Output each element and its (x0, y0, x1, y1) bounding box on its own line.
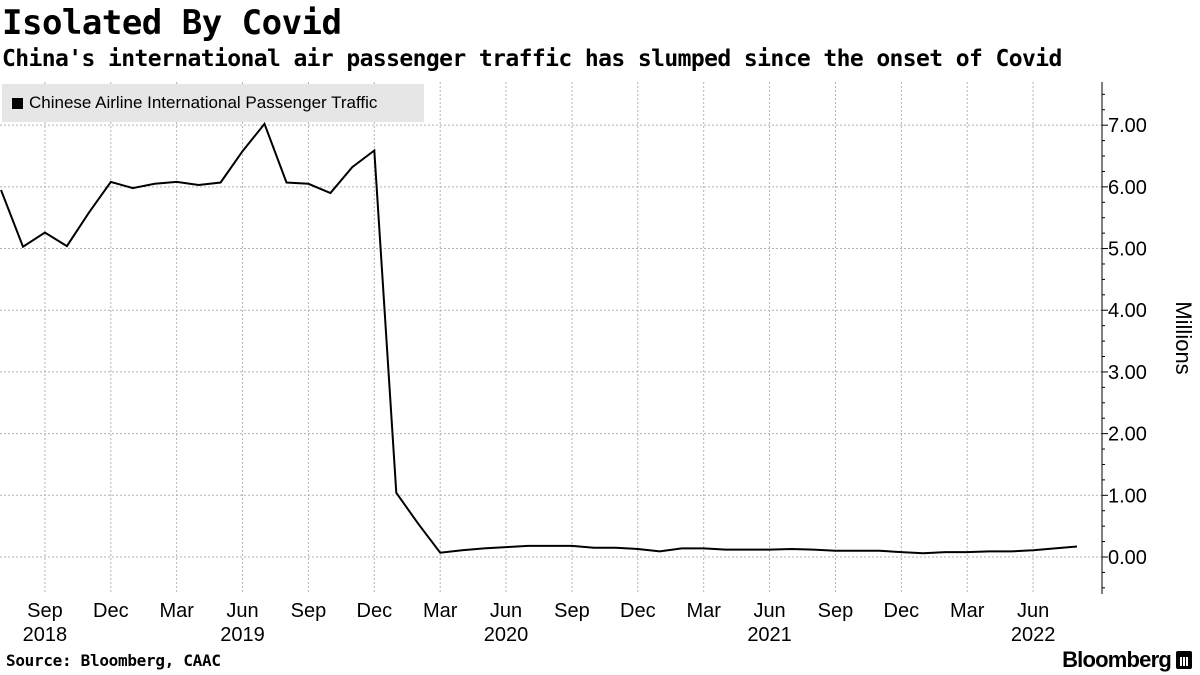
chart-subtitle: China's international air passenger traf… (2, 46, 1062, 72)
x-tick-label: Dec (93, 600, 129, 622)
x-tick-label: Jun (1017, 600, 1049, 622)
y-tick-label: 3.00 (1108, 362, 1147, 384)
bloomberg-chart-icon (1176, 651, 1192, 669)
x-tick-label: Mar (423, 600, 458, 622)
legend-label: Chinese Airline International Passenger … (29, 93, 378, 112)
x-tick-label: Dec (357, 600, 393, 622)
y-tick-label: 2.00 (1108, 424, 1147, 446)
y-tick-label: 0.00 (1108, 547, 1147, 569)
x-year-label: 2022 (1011, 624, 1056, 646)
x-tick-label: Mar (950, 600, 985, 622)
source-note: Source: Bloomberg, CAAC (6, 651, 221, 670)
x-tick-label: Dec (884, 600, 920, 622)
grid-lines (0, 124, 1102, 558)
y-axis: 7.00 6.00 5.00 4.00 3.00 2.00 1.00 0.00 (1101, 82, 1147, 594)
y-tick-label: 1.00 (1108, 485, 1147, 507)
y-tick-label: 6.00 (1108, 177, 1147, 199)
x-year-label: 2021 (747, 624, 792, 646)
y-tick-label: 4.00 (1108, 300, 1147, 322)
x-tick-label: Jun (753, 600, 785, 622)
x-year-label: 2019 (220, 624, 265, 646)
x-tick-label: Sep (554, 600, 590, 622)
x-tick-label: Dec (620, 600, 656, 622)
x-tick-label: Mar (686, 600, 721, 622)
x-year-label: 2020 (484, 624, 529, 646)
x-tick-label: Sep (291, 600, 327, 622)
x-tick-label: Mar (159, 600, 194, 622)
legend-swatch (12, 97, 23, 109)
chart-title: Isolated By Covid (2, 3, 342, 43)
x-year-label: 2018 (23, 624, 68, 646)
y-tick-label: 7.00 (1108, 115, 1147, 137)
series-line (0, 121, 1078, 555)
series-layer (0, 121, 1078, 555)
x-tick-label: Sep (27, 600, 63, 622)
x-tick-label: Jun (226, 600, 258, 622)
x-tick-label: Jun (490, 600, 522, 622)
y-tick-label: 5.00 (1108, 239, 1147, 261)
brand-name: Bloomberg (1062, 647, 1172, 672)
bloomberg-logo: Bloomberg (1062, 647, 1192, 673)
x-tick-label: Sep (818, 600, 854, 622)
y-axis-label: Millions (1171, 301, 1196, 374)
legend: Chinese Airline International Passenger … (2, 84, 424, 122)
